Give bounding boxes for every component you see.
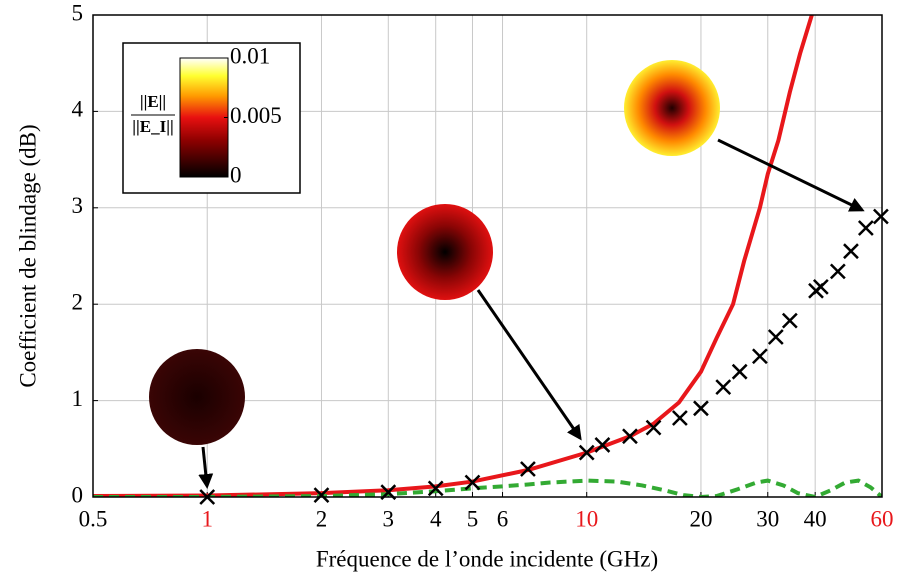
colorbar-inset: ||E|| ||E_I|| 0 0.005 0.01	[122, 42, 301, 194]
x-tick-label: 0.5	[79, 506, 108, 531]
marker	[752, 348, 768, 365]
marker	[857, 220, 874, 236]
x-tick-label: 20	[689, 506, 712, 531]
y-tick-label: 2	[72, 289, 84, 314]
x-tick-label: 60	[871, 506, 894, 531]
x-tick-label: 3	[383, 506, 395, 531]
field-disc	[149, 349, 245, 445]
marker	[781, 312, 798, 329]
marker	[812, 278, 829, 295]
x-tick-label: 4	[430, 506, 442, 531]
y-axis-label: Coefficient de blindage (dB)	[15, 124, 40, 387]
series-line	[93, 478, 882, 497]
field-snapshots	[149, 60, 865, 489]
x-tick-label: 10	[575, 506, 598, 531]
x-tick-label: 6	[497, 506, 509, 531]
arrow	[717, 138, 865, 212]
colorbar-label: ||E_I||	[132, 117, 173, 136]
x-axis-label: Fréquence de l’onde incidente (GHz)	[316, 546, 658, 571]
marker	[645, 419, 662, 436]
series-line	[93, 15, 814, 497]
arrow	[476, 289, 582, 441]
x-tick-label: 2	[316, 506, 328, 531]
x-tick-label: 30	[756, 506, 779, 531]
plot-frame	[92, 14, 883, 498]
arrow	[198, 446, 214, 489]
marker	[594, 437, 611, 453]
y-tick-label: 3	[72, 193, 84, 218]
marker	[520, 461, 536, 477]
marker	[578, 444, 595, 461]
x-tick-label: 40	[804, 506, 827, 531]
colorbar-tick-label: 0	[230, 162, 242, 187]
marker	[873, 208, 889, 225]
marker	[715, 379, 732, 395]
colorbar-label: ||E||	[140, 92, 166, 111]
x-tick-label: 1	[201, 506, 213, 531]
y-tick-label: 5	[72, 0, 84, 25]
marker	[829, 263, 846, 280]
marker	[671, 410, 688, 426]
colorbar	[179, 57, 229, 178]
field-disc	[624, 60, 720, 156]
marker	[767, 329, 784, 345]
y-tick-label: 0	[72, 482, 84, 507]
y-tick-label: 1	[72, 386, 84, 411]
field-disc	[397, 204, 493, 300]
marker	[622, 428, 638, 445]
marker	[843, 243, 859, 260]
marker	[693, 400, 709, 417]
colorbar-tick-label: 0.01	[230, 43, 270, 68]
marker	[731, 363, 748, 380]
marker	[464, 474, 481, 491]
x-tick-label: 5	[467, 506, 479, 531]
marker	[427, 480, 444, 497]
y-tick-label: 4	[72, 97, 84, 122]
colorbar-tick-label: 0.005	[230, 103, 282, 128]
marker	[313, 487, 330, 503]
